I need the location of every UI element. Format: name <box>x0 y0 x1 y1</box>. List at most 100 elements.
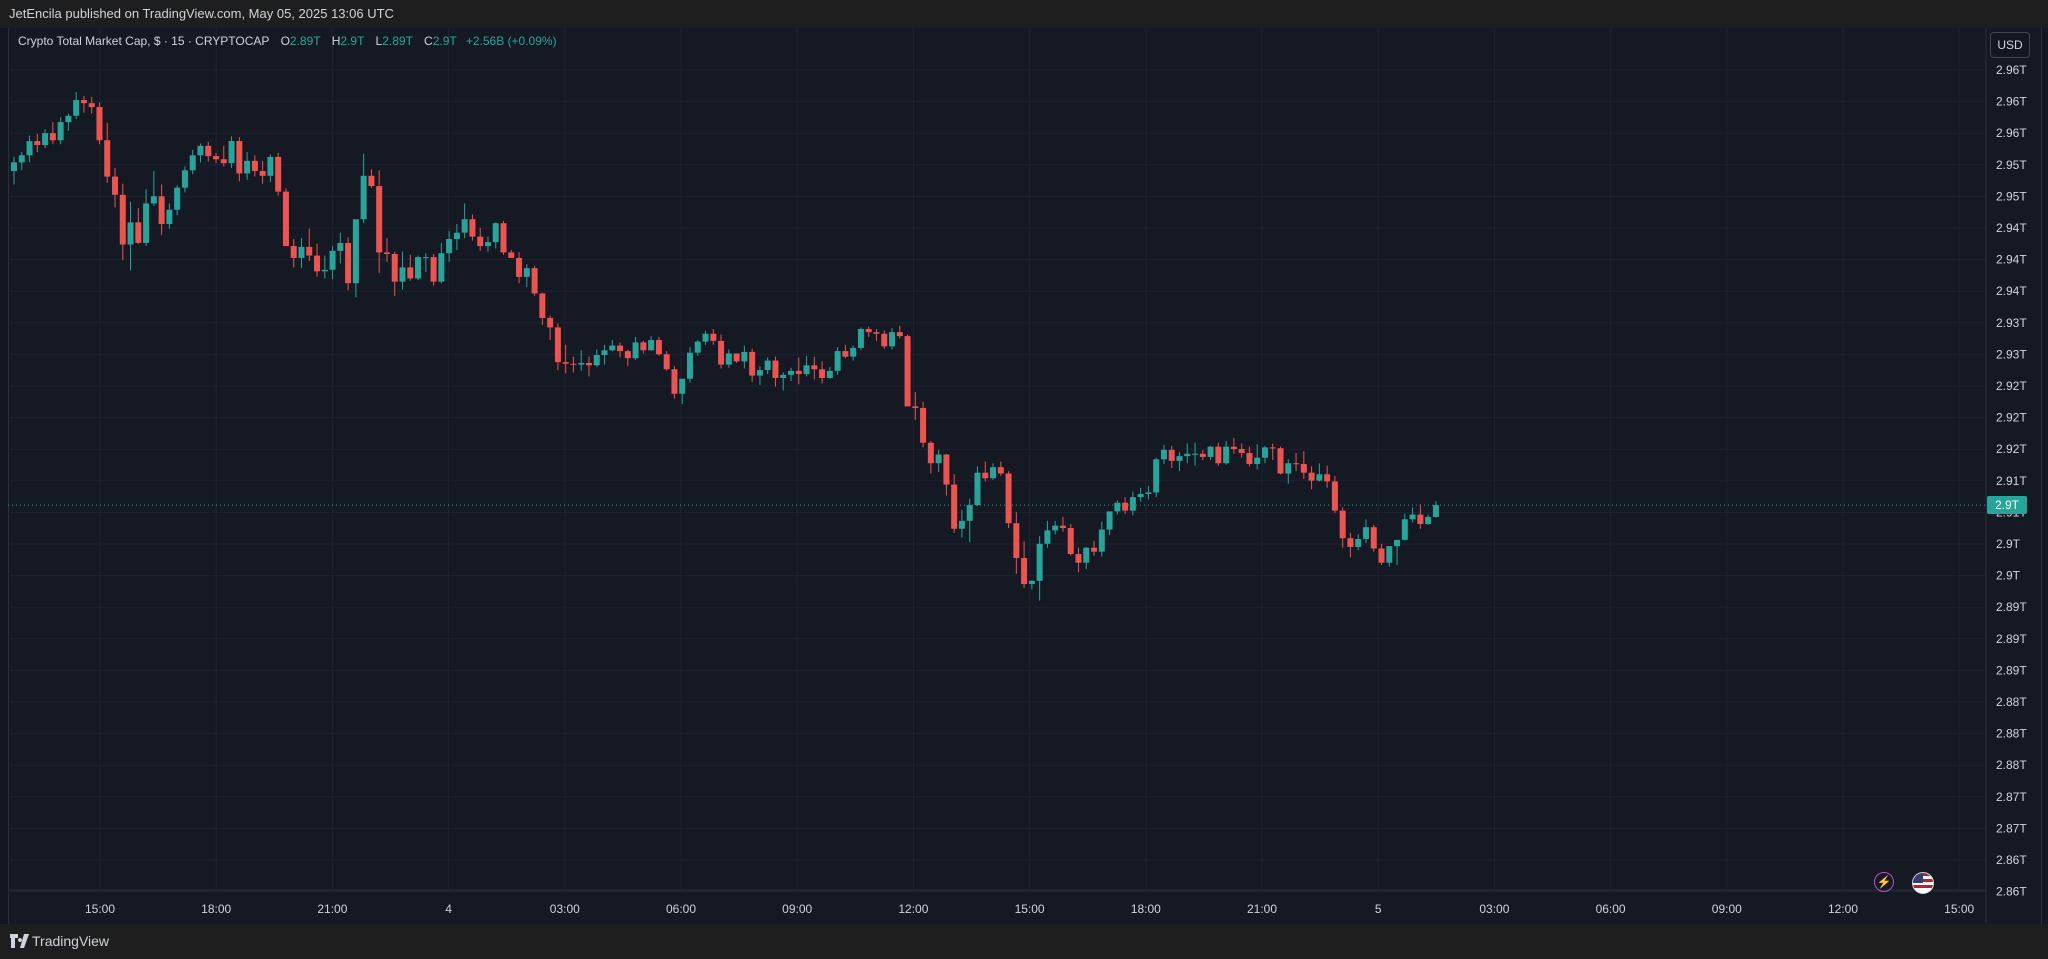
candle-up <box>834 351 841 371</box>
candle-down <box>34 141 41 146</box>
x-tick-label: 09:00 <box>1712 902 1742 916</box>
candle-down <box>259 171 266 176</box>
candle-down <box>96 107 103 141</box>
published-text: JetEncila published on TradingView.com, … <box>9 6 394 21</box>
x-tick-label: 15:00 <box>85 902 115 916</box>
candle-up <box>1425 516 1432 525</box>
candle-up <box>1044 530 1051 544</box>
candle-up <box>492 223 499 243</box>
candle-up <box>1176 456 1183 461</box>
candle-down <box>1067 527 1074 555</box>
x-tick-label: 15:00 <box>1944 902 1974 916</box>
candle-down <box>469 219 476 237</box>
candle-down <box>547 317 554 328</box>
candle-down <box>710 333 717 341</box>
lightning-icon[interactable]: ⚡ <box>1874 872 1894 892</box>
y-tick-label: 2.94T <box>1996 284 2027 298</box>
chart-frame[interactable] <box>8 28 2042 924</box>
candle-up <box>780 374 787 378</box>
brand-name[interactable]: TradingView <box>32 933 110 949</box>
candle-up <box>1409 514 1416 520</box>
candle-up <box>1028 580 1035 585</box>
candle-up <box>1386 546 1393 563</box>
candle-down <box>1324 474 1331 482</box>
candle-down <box>383 252 390 254</box>
candle-up <box>694 341 701 353</box>
candle-down <box>251 160 258 172</box>
y-tick-label: 2.95T <box>1996 189 2027 203</box>
candle-up <box>857 328 864 348</box>
candle-up <box>990 467 997 479</box>
candle-down <box>640 342 647 351</box>
candle-down <box>104 140 111 177</box>
candle-down <box>1300 464 1307 473</box>
candle-up <box>679 378 686 394</box>
candle-down <box>1269 447 1276 449</box>
footer-bar: TradingView <box>0 924 2048 959</box>
candle-up <box>1394 539 1401 547</box>
y-tick-label: 2.88T <box>1996 695 2027 709</box>
candle-up <box>11 162 17 172</box>
candle-down <box>1230 446 1237 450</box>
candle-up <box>18 155 25 163</box>
candle-down <box>842 351 849 357</box>
candle-up <box>1098 529 1105 552</box>
y-tick-label: 2.89T <box>1996 632 2027 646</box>
candle-up <box>725 353 732 365</box>
y-tick-label: 2.96T <box>1996 63 2027 77</box>
open-label: O <box>280 34 290 48</box>
y-tick-label: 2.95T <box>1996 158 2027 172</box>
symbol-title[interactable]: Crypto Total Market Cap, $ · 15 · CRYPTO… <box>18 34 270 48</box>
candle-down <box>236 141 243 174</box>
candle-up <box>446 238 453 254</box>
candle-down <box>1059 525 1066 528</box>
candle-down <box>671 369 678 394</box>
candle-down <box>1331 481 1338 511</box>
currency-button[interactable]: USD <box>1990 32 2030 58</box>
candle-up <box>57 122 64 141</box>
candle-up <box>65 115 72 123</box>
candle-down <box>306 246 313 256</box>
candle-down <box>1091 547 1098 552</box>
x-tick-label: 03:00 <box>550 902 580 916</box>
us-flag-icon[interactable] <box>1912 872 1934 894</box>
x-tick-label: 09:00 <box>782 902 812 916</box>
candle-down <box>407 267 414 279</box>
candle-down <box>920 407 927 443</box>
candle-up <box>1254 457 1261 465</box>
candle-down <box>865 328 872 333</box>
candle-up <box>415 257 422 279</box>
candle-up <box>966 505 973 521</box>
candle-up <box>1316 474 1323 481</box>
candle-down <box>795 370 802 375</box>
candle-down <box>368 175 375 187</box>
symbol-legend: Crypto Total Market Cap, $ · 15 · CRYPTO… <box>18 34 557 48</box>
x-tick-label: 03:00 <box>1479 902 1509 916</box>
candle-up <box>889 332 896 347</box>
candle-down <box>1238 449 1245 453</box>
candle-up <box>958 520 965 529</box>
candle-down <box>1021 557 1028 585</box>
candle-up <box>741 351 748 362</box>
candle-down <box>345 242 352 284</box>
x-tick-label: 21:00 <box>1247 902 1277 916</box>
y-tick-label: 2.96T <box>1996 126 2027 140</box>
candle-up <box>601 350 608 356</box>
tradingview-logo-icon[interactable] <box>10 934 30 948</box>
candle-down <box>1370 527 1377 549</box>
candle-down <box>275 156 282 192</box>
published-bar: JetEncila published on TradingView.com, … <box>0 0 2048 28</box>
candle-down <box>819 369 826 378</box>
candle-up <box>267 156 274 176</box>
candle-up <box>1192 453 1199 455</box>
candle-down <box>896 332 903 337</box>
candle-down <box>1199 453 1206 457</box>
y-tick-label: 2.93T <box>1996 347 2027 361</box>
candle-up <box>1401 519 1408 540</box>
y-tick-label: 2.94T <box>1996 221 2027 235</box>
candle-up <box>1432 505 1439 517</box>
candle-up <box>143 203 150 243</box>
candle-up <box>803 365 810 375</box>
candle-down <box>1246 452 1253 465</box>
